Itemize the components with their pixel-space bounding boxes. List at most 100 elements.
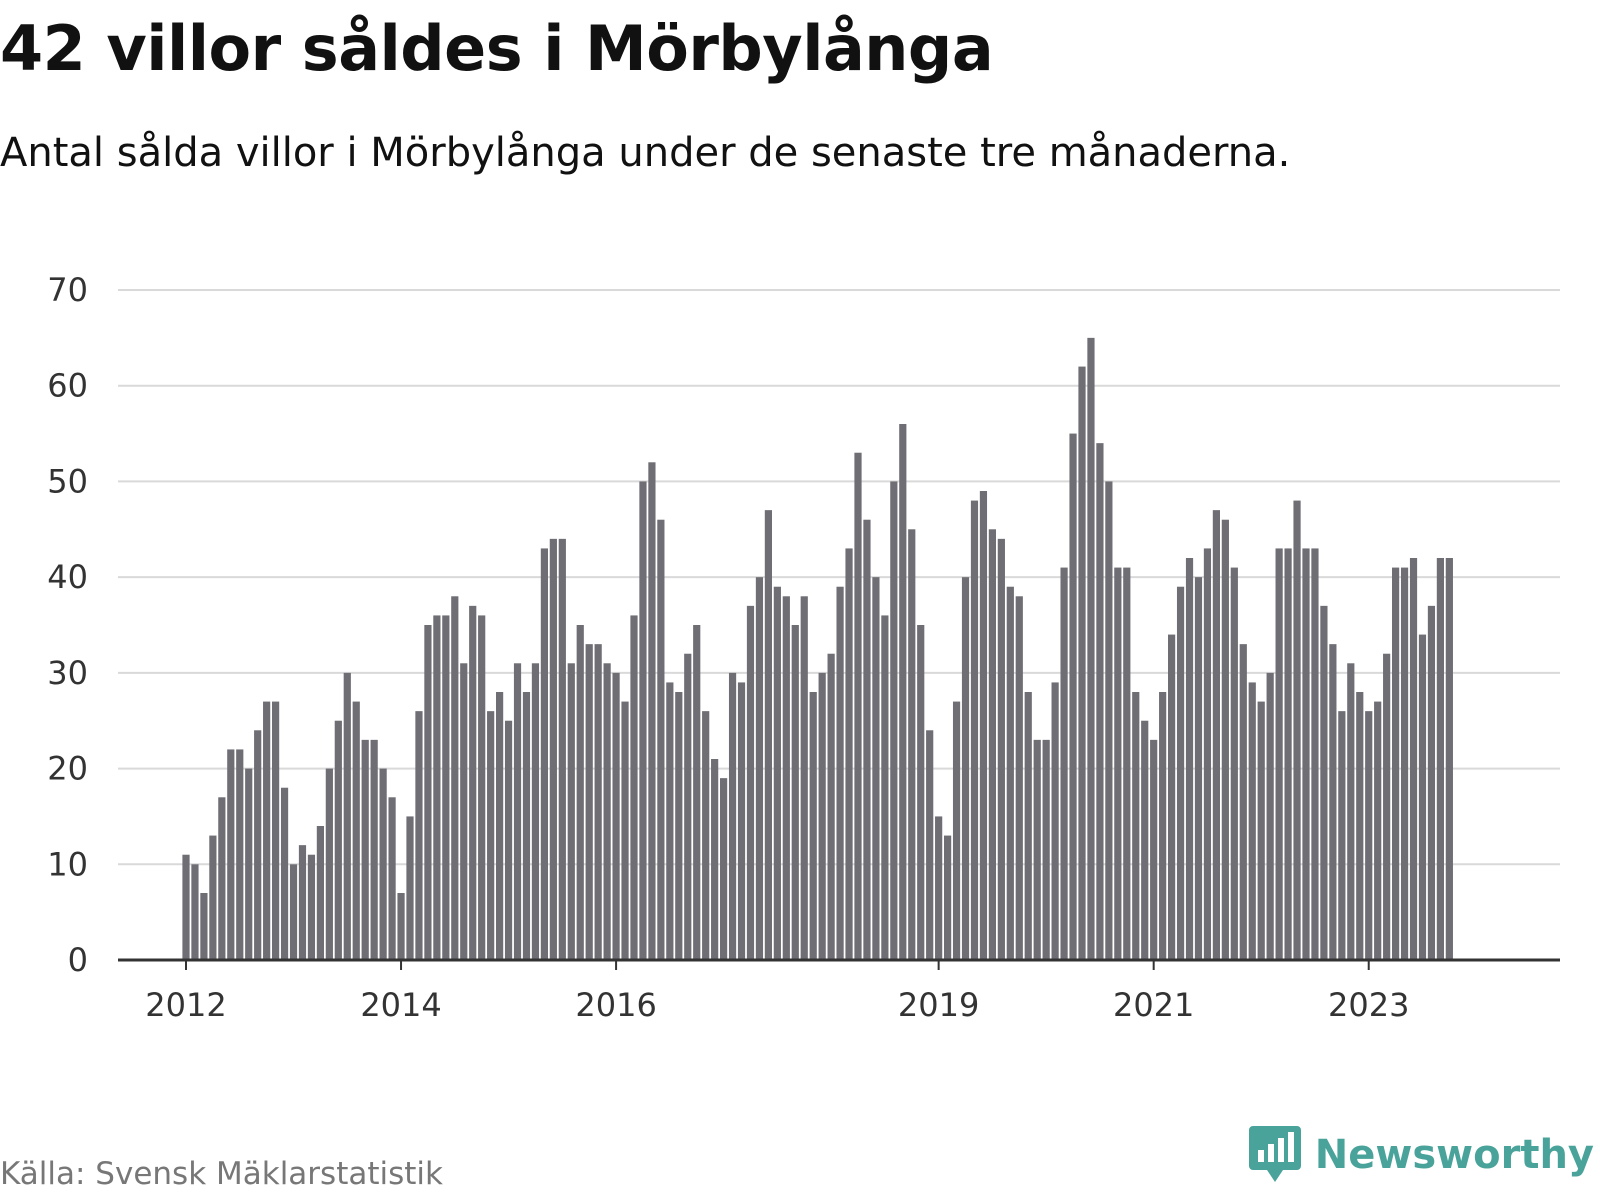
- bar: [1185, 558, 1194, 960]
- bar: [469, 605, 477, 960]
- bar: [433, 615, 441, 960]
- bar: [415, 711, 423, 960]
- bar: [1212, 510, 1220, 960]
- bar: [603, 663, 611, 960]
- bar: [567, 663, 575, 960]
- bar: [1042, 739, 1050, 960]
- bar: [254, 730, 262, 960]
- bar: [1338, 711, 1346, 960]
- bar: [236, 749, 244, 960]
- bar: [1123, 567, 1131, 960]
- bar: [531, 663, 540, 960]
- bar: [952, 701, 961, 960]
- bar: [1051, 682, 1059, 960]
- bar: [666, 682, 674, 960]
- bar: [1015, 596, 1023, 960]
- bar: [1096, 443, 1104, 961]
- bar: [899, 424, 907, 960]
- bar: [872, 577, 880, 960]
- y-tick-label: 70: [47, 271, 88, 309]
- bar: [675, 692, 683, 960]
- bar: [191, 864, 199, 960]
- bar: [917, 625, 925, 960]
- bar: [406, 816, 414, 960]
- bar: [218, 797, 226, 960]
- bar: [594, 644, 602, 960]
- bar: [827, 653, 835, 960]
- bar: [1383, 653, 1391, 960]
- bar: [845, 548, 853, 960]
- bar: [630, 615, 638, 960]
- bar: [1203, 548, 1212, 960]
- bar: [621, 701, 629, 960]
- bar: [908, 529, 916, 960]
- bar: [1159, 692, 1167, 960]
- bar: [1436, 558, 1444, 960]
- bar: [684, 653, 692, 960]
- bar: [1239, 644, 1247, 960]
- bar: [1194, 577, 1203, 960]
- bar: [1141, 720, 1149, 960]
- bar: [970, 500, 979, 960]
- bar: [370, 739, 378, 960]
- bar: [478, 615, 486, 960]
- bar: [773, 586, 781, 960]
- bar: [451, 596, 459, 960]
- bar: [1230, 567, 1238, 960]
- bar-chart-speech-bubble-icon: [1248, 1126, 1301, 1182]
- bar: [944, 835, 952, 960]
- bar: [549, 538, 557, 960]
- bar: [1248, 682, 1256, 960]
- bar: [764, 510, 772, 960]
- bar: [755, 577, 764, 960]
- bar-series: [182, 337, 1453, 961]
- bar: [1320, 605, 1328, 960]
- bar: [711, 759, 719, 960]
- bar: [352, 701, 360, 960]
- brand-name[interactable]: Newsworthy: [1314, 1132, 1594, 1178]
- y-tick-label: 50: [47, 462, 88, 500]
- bar: [979, 491, 988, 960]
- bar: [1400, 567, 1409, 960]
- highlight-value-label: 42: [1437, 260, 1480, 269]
- bar: [1060, 567, 1068, 960]
- bar: [997, 538, 1005, 960]
- x-tick-label: 2023: [1328, 986, 1409, 1024]
- bar: [1221, 519, 1229, 960]
- bar: [316, 826, 324, 960]
- source-note: Källa: Svensk Mäklarstatistik: [0, 1156, 443, 1192]
- y-tick-label: 30: [47, 654, 88, 692]
- bar: [289, 864, 298, 960]
- brand-logo[interactable]: Newsworthy: [1247, 1124, 1594, 1186]
- bar: [782, 596, 790, 960]
- chart-title: 42 villor såldes i Mörbylånga: [0, 12, 994, 85]
- bar: [791, 625, 799, 960]
- bar: [558, 538, 566, 960]
- bar: [1105, 481, 1113, 960]
- bar: [854, 452, 862, 960]
- bar: [1374, 701, 1382, 960]
- chart-subtitle: Antal sålda villor i Mörbylånga under de…: [0, 130, 1291, 176]
- bar: [836, 586, 844, 960]
- bar: [1033, 739, 1041, 960]
- bar: [1302, 548, 1310, 960]
- bar: [325, 768, 333, 960]
- bar: [1445, 558, 1453, 960]
- bar: [1347, 663, 1355, 960]
- bar: [702, 711, 710, 960]
- bar: [263, 701, 271, 960]
- bar: [800, 596, 808, 960]
- bar: [1078, 366, 1086, 960]
- bar: [890, 481, 898, 960]
- bar: [280, 787, 289, 960]
- bar: [1257, 701, 1265, 960]
- bar: [1114, 567, 1122, 960]
- bar: [935, 816, 943, 960]
- bar: [1418, 634, 1427, 960]
- bar: [1365, 711, 1373, 960]
- bar: [612, 672, 620, 960]
- bar: [1006, 586, 1014, 960]
- bar: [209, 835, 217, 960]
- bar: [1356, 692, 1364, 960]
